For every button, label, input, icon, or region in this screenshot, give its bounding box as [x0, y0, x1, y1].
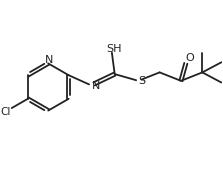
Text: N: N — [92, 81, 101, 91]
Text: S: S — [138, 76, 145, 86]
Text: O: O — [185, 53, 194, 63]
Text: N: N — [45, 55, 53, 65]
Text: SH: SH — [106, 44, 122, 54]
Text: Cl: Cl — [0, 107, 10, 117]
